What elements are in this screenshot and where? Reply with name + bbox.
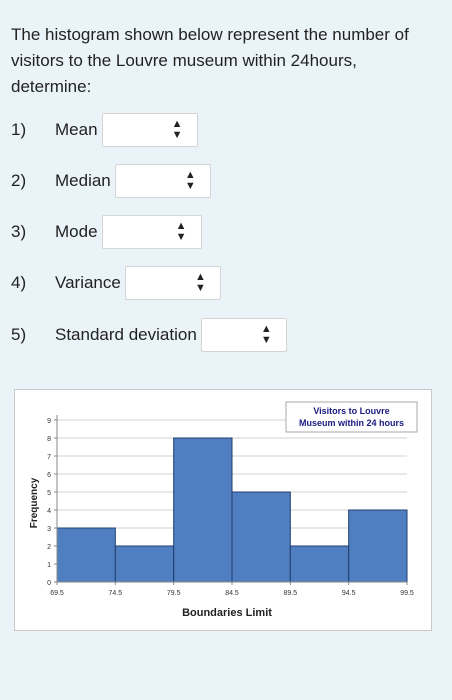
histogram-bar — [173, 437, 233, 583]
mode-select[interactable]: ▲ ▼ — [101, 215, 202, 249]
up-down-arrows-icon: ▲ ▼ — [171, 118, 183, 141]
y-tick-label: 6 — [47, 472, 51, 479]
histogram-bar — [56, 527, 116, 583]
question-text: The histogram shown below represent the … — [11, 25, 409, 96]
mean-row: 1) Mean ▲ ▼ — [11, 112, 198, 148]
median-select[interactable]: ▲ ▼ — [114, 164, 211, 198]
histogram-bar — [348, 509, 408, 583]
x-tick-label: 69.5 — [50, 590, 64, 597]
item-number: 5) — [11, 325, 27, 344]
median-label: Median — [55, 171, 111, 190]
x-tick-label: 84.5 — [225, 590, 239, 597]
variance-row: 4) Variance ▲ ▼ — [11, 265, 221, 301]
y-tick-label: 9 — [47, 418, 51, 425]
y-axis-label: Frequency — [29, 477, 40, 528]
mode-label: Mode — [55, 222, 98, 241]
mean-select[interactable]: ▲ ▼ — [101, 113, 198, 147]
standard-deviation-select[interactable]: ▲ ▼ — [200, 318, 287, 352]
y-tick-label: 3 — [47, 526, 51, 533]
standard-deviation-label: Standard deviation — [55, 325, 197, 344]
median-row: 2) Median ▲ ▼ — [11, 163, 211, 199]
standard-deviation-row: 5) Standard deviation ▲ ▼ — [11, 317, 287, 353]
item-number: 4) — [11, 273, 27, 292]
legend-line-2: Museum within 24 hours — [299, 418, 404, 428]
item-number: 3) — [11, 222, 27, 241]
variance-label: Variance — [55, 273, 121, 292]
item-number: 2) — [11, 171, 27, 190]
y-tick-label: 0 — [47, 580, 51, 587]
x-axis-label: Boundaries Limit — [182, 607, 272, 619]
x-tick-label: 99.5 — [400, 590, 414, 597]
y-tick-label: 4 — [47, 508, 51, 515]
up-down-arrows-icon: ▲ ▼ — [184, 169, 196, 192]
y-tick-label: 2 — [47, 544, 51, 551]
y-tick-label: 7 — [47, 454, 51, 461]
y-tick-label: 5 — [47, 490, 51, 497]
mean-label: Mean — [55, 120, 98, 139]
histogram-bar — [289, 545, 350, 583]
y-tick-label: 8 — [47, 436, 51, 443]
up-down-arrows-icon: ▲ ▼ — [194, 271, 206, 294]
x-tick-label: 94.5 — [342, 590, 356, 597]
mode-row: 3) Mode ▲ ▼ — [11, 214, 202, 250]
up-down-arrows-icon: ▲ ▼ — [175, 220, 187, 243]
histogram-bar — [114, 545, 175, 583]
item-number: 1) — [11, 120, 27, 139]
chart-legend: Visitors to Louvre Museum within 24 hour… — [285, 401, 418, 433]
x-tick-label: 74.5 — [109, 590, 123, 597]
histogram-bar — [231, 491, 291, 583]
x-tick-label: 79.5 — [167, 590, 181, 597]
legend-line-1: Visitors to Louvre — [313, 406, 389, 416]
variance-select[interactable]: ▲ ▼ — [124, 266, 221, 300]
x-tick-label: 89.5 — [284, 590, 298, 597]
y-tick-label: 1 — [47, 562, 51, 569]
up-down-arrows-icon: ▲ ▼ — [260, 323, 272, 346]
